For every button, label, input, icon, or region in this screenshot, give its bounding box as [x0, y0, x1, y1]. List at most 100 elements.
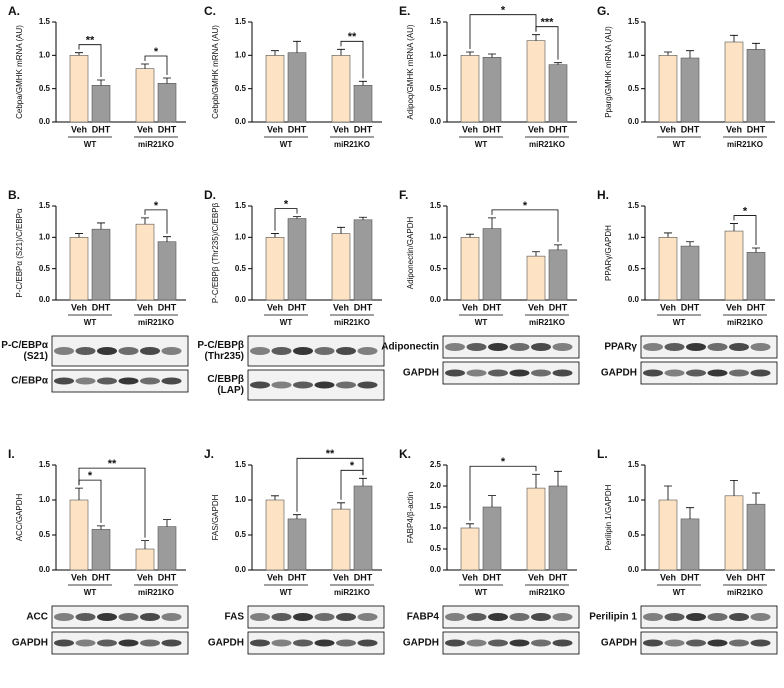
- group-label: WT: [84, 318, 97, 327]
- blot-band: [250, 639, 270, 647]
- blot-band: [643, 343, 663, 351]
- bar: [91, 529, 111, 571]
- bar: [287, 218, 307, 301]
- error-bar: [532, 34, 540, 41]
- significance-label: *: [350, 460, 355, 472]
- blot-band: [466, 369, 487, 377]
- y-axis-label: Adiponectin/GAPDH: [406, 217, 415, 290]
- y-tick-label: 1.0: [235, 50, 247, 59]
- blot-band: [75, 347, 96, 355]
- error-bar: [488, 495, 496, 507]
- blot-label: P-C/EBPβ: [197, 340, 244, 351]
- error-bar: [686, 507, 694, 519]
- y-axis-label: Cebpb/GMHK mRNA (AU): [211, 25, 220, 119]
- x-tick-label: DHT: [747, 124, 766, 134]
- error-bar: [75, 233, 83, 238]
- x-tick-label: DHT: [92, 124, 111, 134]
- blot-band: [509, 369, 530, 377]
- bar: [265, 55, 285, 123]
- blot-band: [750, 343, 771, 351]
- y-tick-label: 0.5: [235, 264, 247, 273]
- blot-band: [271, 347, 292, 355]
- blot-band: [707, 639, 728, 647]
- blot-label: GAPDH: [208, 638, 244, 649]
- blot-band: [250, 347, 270, 355]
- group-label: miR21KO: [334, 318, 370, 327]
- blot-band: [488, 613, 508, 621]
- y-tick-label: 0.5: [628, 530, 640, 539]
- blot-label: (S21): [24, 351, 48, 362]
- blot-band: [664, 343, 685, 351]
- y-tick-label: 1.0: [39, 232, 51, 241]
- x-tick-label: DHT: [483, 572, 502, 582]
- y-tick-label: 2.5: [430, 460, 442, 469]
- error-bar: [97, 79, 105, 86]
- error-bar: [466, 51, 474, 56]
- bar: [548, 64, 568, 123]
- blot-band: [336, 347, 356, 355]
- group-label: miR21KO: [334, 140, 370, 149]
- y-axis-label: PPARγ/GAPDH: [604, 225, 613, 281]
- error-bar: [752, 42, 760, 50]
- blot-band: [531, 343, 551, 351]
- blot-band: [271, 639, 292, 647]
- y-tick-label: 0.0: [235, 565, 247, 574]
- x-tick-label: Veh: [726, 572, 742, 582]
- blot-band: [729, 639, 749, 647]
- group-label: miR21KO: [334, 588, 370, 597]
- bar: [482, 506, 502, 571]
- blot-band: [750, 613, 771, 621]
- blot-band: [750, 369, 771, 377]
- blot-band: [97, 377, 117, 385]
- error-bar: [554, 470, 562, 486]
- y-tick-label: 1.5: [235, 460, 247, 469]
- blot-band: [552, 613, 573, 621]
- y-tick-label: 0.0: [39, 117, 51, 126]
- x-tick-label: Veh: [333, 572, 349, 582]
- x-tick-label: Veh: [267, 572, 283, 582]
- y-tick-label: 1.0: [39, 495, 51, 504]
- panel-label: G.: [597, 4, 610, 18]
- y-tick-label: 1.5: [39, 460, 51, 469]
- blot-band: [118, 347, 139, 355]
- group-label: WT: [84, 588, 97, 597]
- error-bar: [554, 62, 562, 65]
- bar: [69, 499, 89, 571]
- blot-band: [531, 639, 551, 647]
- error-bar: [337, 48, 345, 56]
- y-tick-label: 0.0: [430, 117, 442, 126]
- error-bar: [163, 519, 171, 527]
- error-bar: [466, 523, 474, 528]
- blot-band: [336, 613, 356, 621]
- blot-label: C/EBPβ: [207, 374, 244, 385]
- y-tick-label: 1.5: [628, 17, 640, 26]
- group-label: WT: [84, 140, 97, 149]
- significance-bracket: [340, 40, 364, 79]
- bar: [287, 518, 307, 571]
- blot-band: [75, 613, 96, 621]
- bar: [157, 241, 177, 301]
- blot-label: P-C/EBPα: [1, 340, 49, 351]
- bar: [746, 49, 766, 123]
- blot-band: [140, 347, 160, 355]
- group-label: WT: [673, 140, 686, 149]
- blot-band: [54, 377, 74, 385]
- y-tick-label: 0.0: [39, 565, 51, 574]
- bar: [746, 503, 766, 571]
- bar: [135, 548, 155, 571]
- y-tick-label: 1.5: [235, 201, 247, 210]
- group-label: WT: [475, 140, 488, 149]
- blot-band: [445, 369, 465, 377]
- error-bar: [97, 525, 105, 530]
- y-tick-label: 1.0: [628, 495, 640, 504]
- blot-band: [97, 347, 117, 355]
- x-tick-label: Veh: [71, 124, 87, 134]
- blot-band: [75, 639, 96, 647]
- y-axis-label: FABP4/β-actin: [406, 492, 415, 543]
- x-tick-label: DHT: [681, 124, 700, 134]
- y-tick-label: 1.0: [39, 50, 51, 59]
- blot-band: [336, 639, 356, 647]
- blot-label: GAPDH: [403, 368, 439, 379]
- blot-band: [466, 343, 487, 351]
